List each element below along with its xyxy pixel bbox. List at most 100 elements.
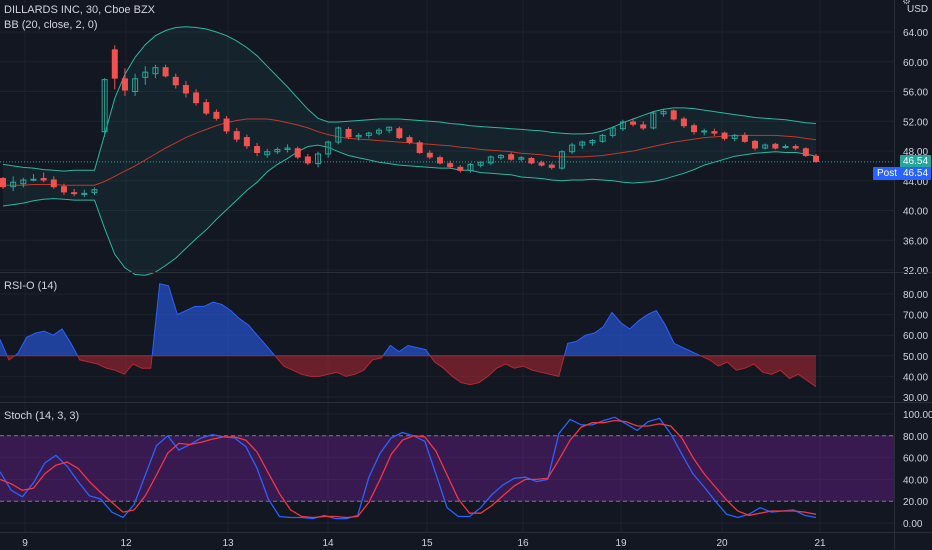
price-axis-tick: 64.00 (903, 28, 928, 39)
candle-body[interactable] (487, 156, 494, 164)
settings-gear-icon[interactable]: ⚙ (902, 0, 911, 7)
candle-body[interactable] (477, 161, 484, 166)
candle-body[interactable] (416, 142, 423, 153)
rsi-pane[interactable]: 80.00 70.00 60.00 50.00 40.00 30.00 (0, 283, 928, 404)
candle-body[interactable] (558, 151, 565, 169)
candle-body[interactable] (650, 112, 657, 129)
candle-body[interactable] (10, 181, 17, 188)
candle-body[interactable] (233, 131, 240, 140)
time-axis-tick: 9 (22, 538, 28, 549)
currency-label[interactable]: USD (907, 4, 929, 15)
price-pane[interactable]: 64.00 60.00 56.00 52.00 48.00 44.00 40.00 36.00… (0, 26, 928, 277)
candle-body[interactable] (264, 151, 271, 156)
candle-body[interactable] (721, 132, 728, 139)
candle-body[interactable] (589, 140, 596, 144)
candle-body[interactable] (609, 127, 616, 136)
candle-body[interactable] (782, 146, 789, 149)
candle-body[interactable] (325, 141, 332, 155)
candle-body[interactable] (518, 157, 525, 160)
candle-body[interactable] (71, 192, 78, 195)
stoch-pane[interactable]: 100.00 80.00 60.00 40.00 20.00 0.00 (0, 410, 932, 530)
candle-body[interactable] (569, 144, 576, 153)
candle-body[interactable] (640, 124, 647, 129)
candle-body[interactable] (284, 147, 291, 151)
candle-body[interactable] (741, 134, 748, 142)
candle-body[interactable] (315, 153, 322, 165)
candle-body[interactable] (294, 148, 301, 158)
candle-body[interactable] (30, 178, 37, 181)
candle-body[interactable] (335, 127, 342, 143)
candle-body[interactable] (579, 141, 586, 146)
candle-body[interactable] (396, 128, 403, 139)
candle-body[interactable] (457, 166, 464, 171)
candle-body[interactable] (792, 146, 799, 149)
candle-body[interactable] (528, 157, 535, 164)
candle-body[interactable] (772, 143, 779, 149)
candle-body[interactable] (436, 157, 443, 164)
candle-body[interactable] (365, 132, 372, 136)
candle-body[interactable] (762, 144, 769, 149)
candle-body[interactable] (538, 162, 545, 166)
candle-body[interactable] (254, 146, 261, 153)
candle-body[interactable] (813, 155, 819, 162)
candle-body[interactable] (660, 111, 667, 115)
candle-body[interactable] (304, 156, 311, 164)
candle-body[interactable] (426, 152, 433, 158)
candle-body[interactable] (680, 118, 687, 127)
candle-body[interactable] (162, 67, 169, 77)
candle-body[interactable] (172, 76, 179, 86)
candle-body[interactable] (619, 121, 626, 130)
candle-body[interactable] (731, 134, 738, 139)
bb-upper-band (2, 26, 817, 172)
candle-body[interactable] (50, 179, 57, 188)
candle-body[interactable] (670, 110, 677, 120)
stoch-band-fill (0, 435, 894, 502)
candle-body[interactable] (447, 163, 454, 168)
stoch-axis-tick: 80.00 (903, 432, 928, 443)
candle-body[interactable] (711, 131, 718, 134)
candle-body[interactable] (121, 78, 128, 91)
candle-body[interactable] (243, 137, 250, 147)
candle-body[interactable] (701, 130, 708, 133)
candle-body[interactable] (274, 149, 281, 153)
candle-body[interactable] (20, 179, 27, 185)
candle-body[interactable] (376, 129, 383, 134)
candle-body[interactable] (386, 126, 393, 131)
candle-body[interactable] (599, 134, 606, 142)
candle-body[interactable] (0, 178, 6, 188)
candle-body[interactable] (203, 102, 210, 114)
stoch-indicator-label[interactable]: Stoch (14, 3, 3) (4, 410, 80, 422)
rsi-axis-tick: 70.00 (903, 311, 928, 322)
candle-body[interactable] (193, 92, 200, 104)
candle-body[interactable] (406, 137, 413, 143)
candle-body[interactable] (111, 49, 118, 79)
candle-body[interactable] (548, 164, 555, 168)
candle-body[interactable] (467, 163, 474, 171)
candle-body[interactable] (691, 125, 698, 133)
candle-body[interactable] (223, 118, 230, 132)
candle-body[interactable] (182, 85, 189, 94)
rsi-indicator-label[interactable]: RSI-O (14) (4, 280, 58, 292)
candle-body[interactable] (345, 128, 352, 138)
candle-body[interactable] (40, 178, 47, 181)
symbol-title[interactable]: DILLARDS INC, 30, Cboe BZX (4, 4, 156, 16)
candle-body[interactable] (355, 134, 362, 138)
candle-body[interactable] (497, 154, 504, 159)
candle-body[interactable] (101, 79, 108, 133)
candle-body[interactable] (752, 140, 759, 149)
candle-body[interactable] (152, 67, 159, 75)
candle-body[interactable] (630, 121, 637, 125)
bb-lower-band (2, 144, 817, 276)
candle-body[interactable] (142, 71, 149, 78)
candle-body[interactable] (91, 189, 98, 194)
candle-body[interactable] (81, 192, 88, 195)
candle-body[interactable] (213, 111, 220, 119)
candle-body[interactable] (60, 186, 67, 193)
stoch-d-line (0, 419, 817, 519)
candle-body[interactable] (802, 148, 809, 156)
candle-body[interactable] (508, 154, 515, 160)
candle-body[interactable] (132, 78, 139, 92)
bb-indicator-label[interactable]: BB (20, close, 2, 0) (4, 19, 98, 31)
